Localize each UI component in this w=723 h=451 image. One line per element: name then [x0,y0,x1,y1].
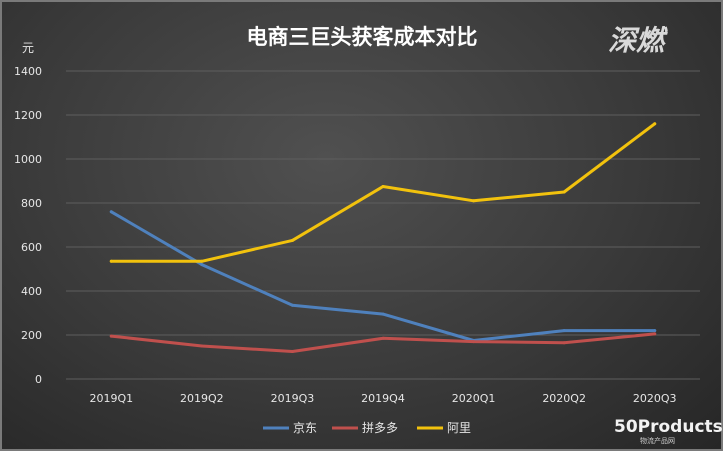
data-point [200,263,204,267]
y-tick-label: 1000 [14,153,42,166]
y-tick-labels: 0 200 400 600 800 1000 1200 1400 [14,65,42,386]
data-point [381,185,385,188]
watermark-main: 50Products [614,417,723,437]
data-point [290,303,294,307]
x-tick-labels: 2019Q1 2019Q2 2019Q3 2019Q4 2020Q1 2020Q2 2020… [89,392,676,405]
data-point [200,344,204,348]
data-point [562,329,566,333]
y-tick-label: 200 [21,329,42,342]
data-point [562,190,566,194]
watermark: 50Products 物流产品网 [614,417,723,445]
data-point [472,340,476,344]
series-line-1 [109,332,657,353]
x-tick-label: 2019Q4 [361,392,405,405]
data-point [290,238,294,242]
x-tick-label: 2020Q2 [542,392,586,405]
data-point [109,334,113,338]
data-point [381,336,385,340]
data-point [653,122,657,126]
x-tick-label: 2020Q1 [452,392,496,405]
series-lines [109,122,657,353]
series-line-0 [109,210,657,342]
gridlines [66,70,700,380]
legend-label: 阿里 [447,421,471,435]
y-tick-label: 800 [21,197,42,210]
legend: 京东 拼多多 阿里 [263,421,471,435]
publisher-logo: 深燃 [608,24,668,57]
data-point [200,259,204,263]
data-point [290,350,294,353]
x-tick-label: 2019Q3 [271,392,315,405]
data-point [109,210,113,214]
series-line-2 [109,122,657,263]
y-tick-label: 400 [21,285,42,298]
y-tick-label: 1200 [14,109,42,122]
legend-label: 拼多多 [362,421,398,435]
data-point [653,329,657,333]
x-tick-label: 2020Q3 [633,392,677,405]
data-point [653,332,657,336]
y-tick-label: 1400 [14,65,42,78]
y-tick-label: 600 [21,241,42,254]
legend-label: 京东 [293,421,317,435]
data-point [562,341,566,345]
watermark-sub: 物流产品网 [640,436,675,445]
data-point [472,199,476,203]
x-tick-label: 2019Q2 [180,392,224,405]
x-tick-label: 2019Q1 [89,392,133,405]
chart-title: 电商三巨头获客成本对比 [247,25,478,49]
y-tick-label: 0 [35,373,42,386]
data-point [381,312,385,316]
y-axis-unit: 元 [22,41,34,55]
data-point [109,259,113,263]
